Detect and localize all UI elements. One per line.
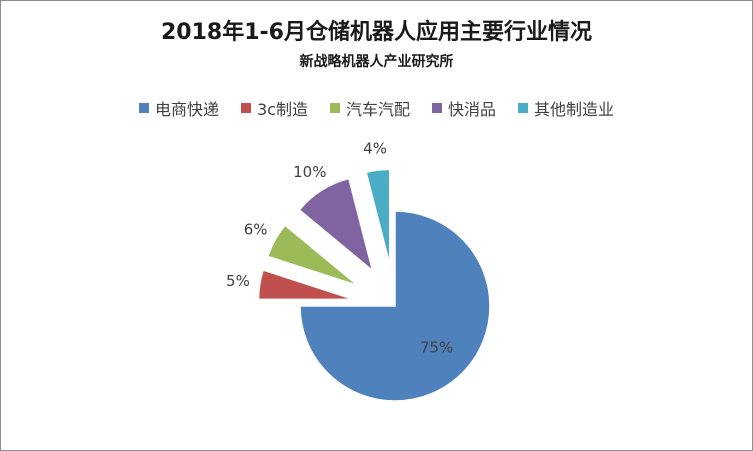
legend-item-ecommerce: 电商快递 — [138, 96, 219, 120]
slice-auto — [266, 224, 359, 287]
legend-label: 快消品 — [447, 100, 496, 119]
legend-label: 其他制造业 — [534, 100, 615, 119]
legend-item-other: 其他制造业 — [518, 96, 614, 120]
legend-label: 汽车汽配 — [345, 100, 410, 119]
legend-item-3c: 3c制造 — [240, 96, 308, 120]
legend-swatch — [431, 103, 442, 113]
legend-label: 电商快递 — [154, 100, 219, 119]
legend-swatch — [240, 103, 251, 113]
label-other: 4% — [363, 139, 387, 157]
legend-item-auto: 汽车汽配 — [329, 96, 410, 120]
label-fmcg: 10% — [293, 163, 326, 181]
legend-item-fmcg: 快消品 — [431, 96, 496, 120]
label-auto: 6% — [244, 220, 268, 238]
slice-fmcg — [298, 177, 374, 273]
chart-subtitle: 新战略机器人产业研究所 — [299, 54, 454, 70]
chart-title: 2018年1-6月仓储机器人应用主要行业情况 — [161, 20, 592, 45]
slice-3c — [257, 269, 354, 301]
slice-other — [365, 168, 391, 265]
legend-swatch — [138, 103, 149, 113]
slice-ecommerce — [299, 210, 491, 402]
label-3c: 5% — [226, 272, 250, 290]
legend-swatch — [329, 103, 340, 113]
legend-label: 3c制造 — [256, 100, 308, 119]
label-ecommerce: 75% — [420, 339, 453, 357]
chart-legend: 电商快递 3c制造 汽车汽配 快消品 其他制造业 — [0, 96, 753, 120]
legend-swatch — [518, 103, 528, 113]
